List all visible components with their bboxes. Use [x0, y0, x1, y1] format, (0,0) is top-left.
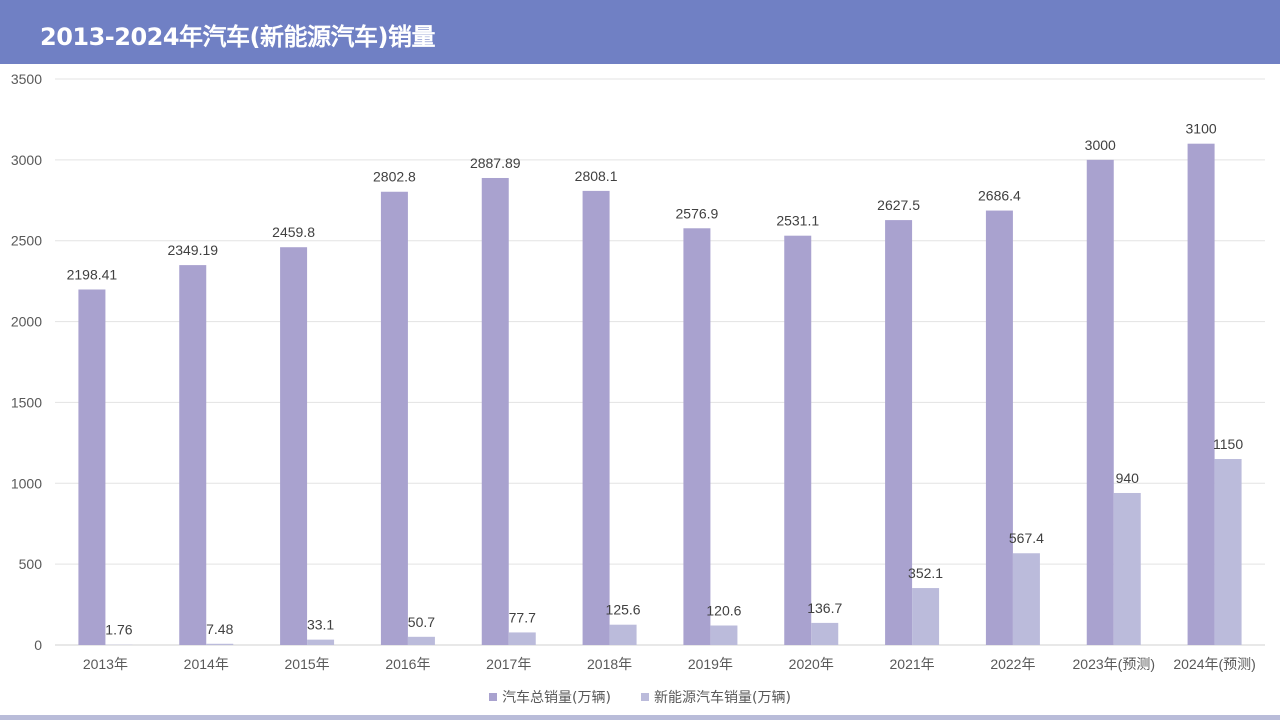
- bar-total: [683, 228, 711, 646]
- x-tick-label: 2013年: [83, 656, 128, 672]
- data-label-total: 2531.1: [776, 213, 819, 229]
- y-tick-label: 3500: [11, 71, 42, 87]
- y-tick-label: 3000: [11, 152, 42, 168]
- data-label-nev: 1150: [1213, 436, 1243, 452]
- data-label-nev: 33.1: [307, 617, 334, 633]
- data-label-nev: 7.48: [206, 621, 233, 637]
- bar-total: [582, 190, 610, 645]
- data-label-nev: 1.76: [105, 622, 132, 638]
- title-bar: 2013-2024年汽车(新能源汽车)销量: [0, 0, 1280, 64]
- data-label-nev: 120.6: [706, 602, 741, 618]
- data-label-total: 2887.89: [470, 155, 521, 171]
- data-label-nev: 940: [1116, 470, 1140, 486]
- bar-total: [78, 289, 106, 645]
- y-tick-label: 1000: [11, 475, 42, 491]
- bar-nev: [1012, 553, 1040, 645]
- data-label-total: 2627.5: [877, 197, 920, 213]
- data-label-total: 2576.9: [676, 205, 719, 221]
- bar-nev: [206, 643, 234, 645]
- bottom-divider: [0, 715, 1280, 720]
- data-label-nev: 125.6: [606, 602, 641, 618]
- bar-nev: [307, 639, 335, 645]
- bar-nev: [407, 636, 435, 645]
- y-tick-label: 1500: [11, 394, 42, 410]
- y-tick-label: 0: [34, 637, 42, 653]
- x-tick-label: 2015年: [285, 656, 330, 672]
- x-tick-label: 2021年: [890, 656, 935, 672]
- bar-total: [481, 177, 509, 645]
- page-title: 2013-2024年汽车(新能源汽车)销量: [40, 23, 436, 51]
- bar-nev: [1113, 492, 1141, 645]
- bar-nev: [1214, 459, 1242, 645]
- x-tick-label: 2022年: [990, 656, 1035, 672]
- data-label-total: 3100: [1186, 121, 1217, 137]
- bar-nev: [912, 588, 940, 645]
- x-tick-label: 2023年(预测): [1073, 656, 1155, 672]
- x-tick-label: 2020年: [789, 656, 834, 672]
- data-label-nev: 77.7: [509, 609, 536, 625]
- bar-nev: [508, 632, 536, 645]
- bar-total: [280, 247, 308, 645]
- bar-total: [985, 210, 1013, 645]
- data-label-total: 2198.41: [67, 266, 118, 282]
- bar-nev: [811, 622, 839, 645]
- legend: 汽车总销量(万辆) 新能源汽车销量(万辆): [0, 686, 1280, 708]
- data-label-nev: 567.4: [1009, 530, 1044, 546]
- data-label-nev: 50.7: [408, 614, 435, 630]
- x-tick-label: 2024年(预测): [1173, 656, 1255, 672]
- bar-nev: [609, 624, 637, 645]
- x-tick-label: 2019年: [688, 656, 733, 672]
- bar-total: [1187, 143, 1215, 645]
- x-tick-label: 2016年: [385, 656, 430, 672]
- x-tick-label: 2014年: [184, 656, 229, 672]
- y-tick-label: 500: [19, 556, 43, 572]
- legend-swatch-total: [489, 693, 498, 701]
- y-tick-label: 2500: [11, 233, 42, 249]
- data-label-nev: 352.1: [908, 565, 943, 581]
- bar-total: [380, 191, 408, 645]
- legend-label-total: 汽车总销量(万辆): [502, 690, 611, 706]
- data-label-total: 2808.1: [575, 168, 618, 184]
- data-label-total: 2459.8: [272, 224, 315, 240]
- legend-label-nev: 新能源汽车销量(万辆): [654, 690, 791, 706]
- data-label-nev: 136.7: [807, 600, 842, 616]
- data-label-total: 2802.8: [373, 169, 416, 185]
- bar-total: [885, 220, 913, 646]
- x-tick-label: 2018年: [587, 656, 632, 672]
- bar-nev: [710, 625, 738, 645]
- bar-total: [1086, 159, 1114, 645]
- bar-total: [784, 235, 812, 645]
- bar-total: [179, 265, 207, 645]
- bar-chart: 0 500 1000 1500 2000 2500 3000 3500 2198.41 1.76 2…: [11, 71, 1265, 672]
- legend-item-total: 汽车总销量(万辆): [489, 687, 611, 707]
- legend-item-nev: 新能源汽车销量(万辆): [641, 687, 791, 707]
- data-label-total: 3000: [1085, 137, 1116, 153]
- legend-swatch-nev: [641, 693, 649, 701]
- y-tick-label: 2000: [11, 314, 42, 330]
- data-label-total: 2349.19: [167, 242, 218, 258]
- data-label-total: 2686.4: [978, 188, 1021, 204]
- x-tick-label: 2017年: [486, 656, 531, 672]
